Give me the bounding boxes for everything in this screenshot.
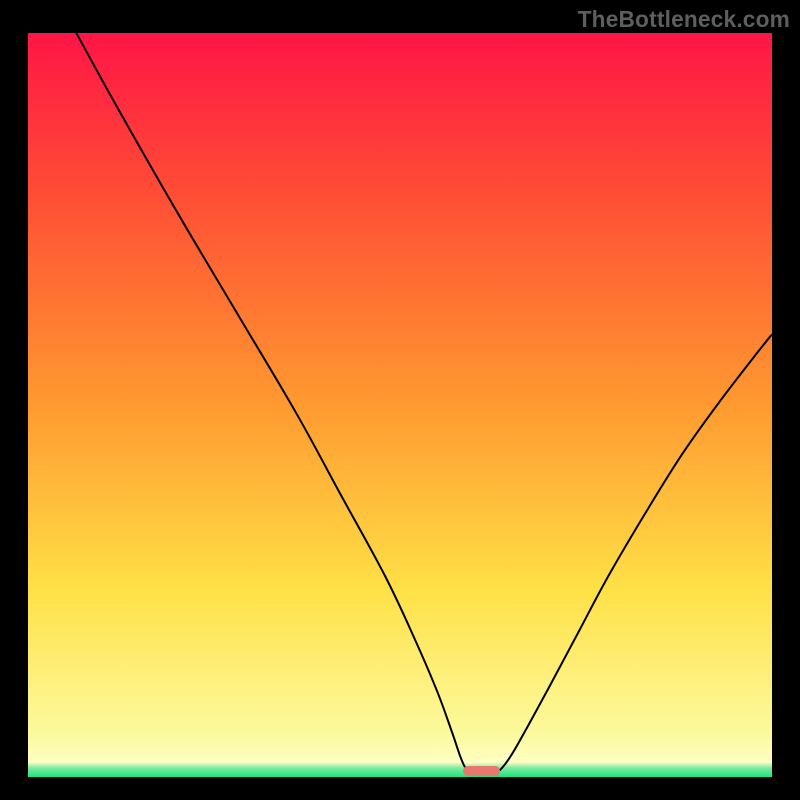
chart-container: TheBottleneck.com (0, 0, 800, 800)
watermark-text: TheBottleneck.com (578, 6, 790, 33)
curve-path (76, 33, 772, 773)
plot-area (28, 33, 772, 777)
optimal-marker (463, 766, 500, 776)
bottleneck-curve (28, 33, 772, 777)
